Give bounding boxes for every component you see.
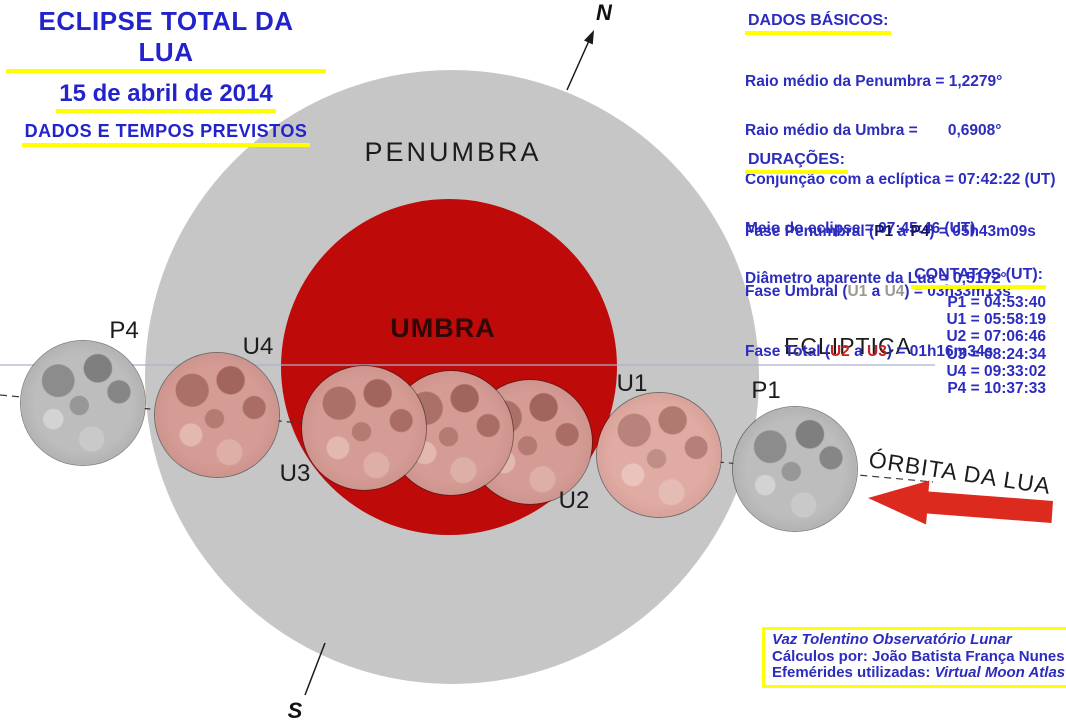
duration-text: ) = 01h16m34s (886, 343, 994, 360)
duration-text: a (893, 223, 911, 240)
contact-label-u1: U1 (616, 370, 648, 397)
duration-text: a (849, 343, 868, 360)
contact-time-p4: P4 = 10:37:33 (947, 380, 1046, 398)
contact-label-p4: P4 (109, 317, 139, 344)
duration-contact: P4 (910, 223, 930, 240)
duration-line-penumbral: Fase Penumbral (P1 a P4) = 05h43m09s (745, 222, 1065, 242)
duration-contact: P1 (874, 223, 894, 240)
page-title: ECLIPSE TOTAL DA LUA (6, 6, 326, 73)
north-arrowhead-icon (584, 30, 594, 45)
duration-text: a (867, 283, 885, 300)
credits-observatory: Vaz Tolentino Observatório Lunar (772, 631, 1012, 648)
duration-contact: U2 (829, 343, 850, 360)
contact-time-u3: U3 = 08:24:34 (946, 345, 1046, 363)
duration-text: Fase Total ( (745, 343, 830, 360)
basic-data-lines: Raio médio da Penumbra = 1,2279° Raio mé… (745, 41, 1066, 320)
credits-ephemeris-software: Virtual Moon Atlas (934, 664, 1066, 682)
durations-block: DURAÇÕES: Fase Penumbral (P1 a P4) = 05h… (745, 151, 1065, 402)
duration-text: Fase Umbral ( (745, 283, 848, 300)
duration-text: ) = 05h43m09s (929, 223, 1036, 240)
north-label: N (596, 0, 612, 25)
credits-author: Cálculos por: João Batista França Nunes (772, 647, 1065, 665)
south-axis-line (304, 642, 326, 696)
basic-data-line: Conjunção com a eclíptica = 07:42:22 (UT… (745, 171, 1056, 189)
duration-text: Fase Penumbral ( (745, 223, 875, 240)
basic-data-line: Meio do eclipse = 07:45:46 (UT) (745, 220, 976, 238)
moon-u1 (597, 393, 721, 517)
basic-data-heading: DADOS BÁSICOS: (745, 12, 892, 35)
credits-ephemeris-prefix: Efemérides utilizadas: (772, 664, 935, 682)
contact-time-u1: U1 = 05:58:19 (946, 311, 1046, 329)
title-block: ECLIPSE TOTAL DA LUA 15 de abril de 2014… (6, 6, 326, 147)
south-label: S (287, 698, 303, 723)
duration-contact: U3 (867, 343, 887, 360)
contact-time-u4: U4 = 09:33:02 (946, 362, 1046, 380)
contacts-lines: P1 = 04:53:40 U1 = 05:58:19 U2 = 07:06:4… (826, 294, 1046, 397)
duration-line-total: Fase Total (U2 a U3) = 01h16m34s (745, 342, 1065, 362)
duration-contact: U4 (884, 283, 905, 300)
contact-label-u4: U4 (242, 333, 274, 360)
duration-contact: U1 (847, 283, 868, 300)
contacts-block: CONTATOS (UT): P1 = 04:53:40 U1 = 05:58:… (826, 266, 1046, 397)
credits-box: Vaz Tolentino Observatório Lunar Cálculo… (762, 627, 1066, 688)
basic-data-line: Diâmetro aparente da Lua = 0,5172° (745, 269, 1007, 287)
contact-time-p1: P1 = 04:53:40 (947, 294, 1046, 311)
umbra-label: UMBRA (390, 313, 496, 343)
contacts-heading: CONTATOS (UT): (911, 266, 1046, 289)
contact-label-u2: U2 (558, 487, 590, 514)
durations-lines: Fase Penumbral (P1 a P4) = 05h43m09s Fas… (745, 182, 1065, 402)
penumbra-label: PENUMBRA (364, 137, 542, 167)
contact-label-u3: U3 (279, 460, 311, 487)
moon-u4 (155, 353, 279, 477)
page-date: 15 de abril de 2014 (56, 80, 276, 113)
credits-ephemeris: Efemérides utilizadas: Virtual Moon Atla… (772, 664, 1066, 682)
moon-u3 (302, 366, 426, 490)
contact-time-u2: U2 = 07:06:46 (946, 328, 1046, 346)
north-axis-line (566, 33, 593, 91)
basic-data-line: Raio médio da Penumbra = 1,2279° (745, 72, 1003, 90)
basic-data-block: DADOS BÁSICOS: Raio médio da Penumbra = … (745, 12, 1066, 320)
page-subtitle: DADOS E TEMPOS PREVISTOS (21, 121, 311, 147)
moon-p4 (21, 341, 145, 465)
ecliptic-label: ECLIPTICA (784, 333, 912, 359)
basic-data-line: Raio médio da Umbra = 0,6908° (745, 122, 1002, 140)
contact-label-p1: P1 (751, 377, 781, 404)
durations-heading: DURAÇÕES: (745, 151, 848, 174)
orbit-direction-arrow-icon (868, 480, 1053, 525)
moon-p1 (733, 407, 857, 531)
